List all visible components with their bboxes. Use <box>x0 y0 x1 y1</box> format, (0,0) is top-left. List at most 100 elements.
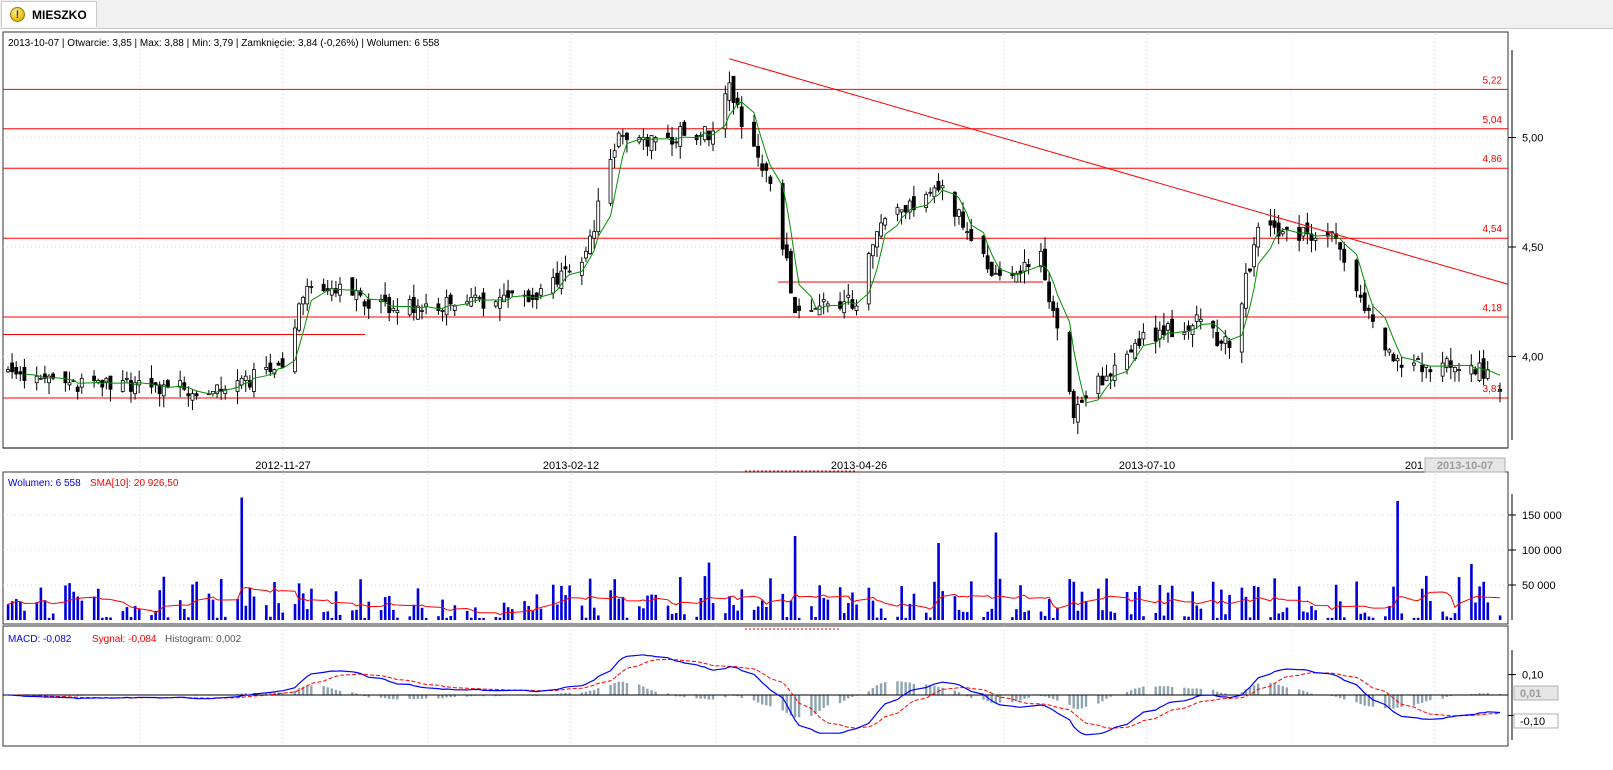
volume-bar <box>847 603 850 620</box>
volume-bar <box>1072 581 1076 620</box>
volume-bar <box>236 598 239 620</box>
histogram-bar <box>1240 692 1243 695</box>
volume-bar <box>453 605 457 620</box>
candle-body <box>1239 303 1244 353</box>
volume-bar <box>703 576 707 620</box>
volume-bar <box>1047 598 1051 620</box>
candle-body <box>297 303 301 331</box>
volume-bar <box>1109 611 1113 620</box>
volume-bar <box>1043 615 1047 620</box>
histogram-bar <box>367 695 370 698</box>
candle-body <box>305 285 310 305</box>
candle-body <box>911 196 916 211</box>
histogram-bar <box>1359 695 1362 705</box>
candle-body <box>1428 369 1433 373</box>
candle-body <box>420 310 424 312</box>
histogram-bar <box>1388 695 1391 709</box>
histogram-bar <box>883 682 887 695</box>
histogram-bar <box>334 689 338 695</box>
volume-bar <box>900 585 903 620</box>
volume-bar <box>736 610 740 620</box>
volume-bar <box>1330 617 1334 620</box>
volume-bar <box>1129 614 1133 620</box>
candle-body <box>1129 349 1133 353</box>
candle-body <box>440 310 445 312</box>
candle-body <box>1334 233 1338 239</box>
macd-y-tick-label: -0,10 <box>1520 716 1545 728</box>
candle-body <box>674 141 679 144</box>
candle-body <box>1448 360 1453 368</box>
candle-body <box>1067 331 1072 392</box>
histogram-bar <box>469 695 473 697</box>
candle-body <box>989 261 994 276</box>
candle-body <box>1104 375 1109 381</box>
volume-bar <box>224 616 227 620</box>
histogram-bar <box>879 683 883 695</box>
volume-bar <box>277 603 280 620</box>
volume-bar <box>683 614 686 620</box>
volume-bar <box>23 610 26 620</box>
volume-bar <box>1400 613 1404 620</box>
price-y-tick-label: 4,00 <box>1522 351 1543 363</box>
histogram-bar <box>666 693 670 695</box>
tab-mieszko[interactable]: ! MIESZKO <box>1 1 97 27</box>
histogram-bar <box>1191 688 1194 695</box>
histogram-bar <box>420 695 424 699</box>
volume-bar <box>965 612 969 620</box>
histogram-bar <box>699 695 702 699</box>
candle-body <box>280 358 285 368</box>
volume-bar <box>379 610 383 620</box>
volume-bar <box>879 608 883 620</box>
candle-body <box>1416 358 1420 361</box>
volume-bar <box>1183 616 1186 620</box>
volume-bar <box>392 609 395 620</box>
volume-bar <box>183 608 186 620</box>
candle-body <box>252 369 256 392</box>
histogram-bar <box>638 684 641 695</box>
volume-bar <box>867 587 871 620</box>
candle-body <box>1391 353 1396 362</box>
histogram-bar <box>1105 695 1108 699</box>
candle-body <box>1387 349 1392 353</box>
candle-body <box>1051 301 1056 311</box>
candle-body <box>1043 248 1047 281</box>
histogram-bar <box>1248 687 1252 695</box>
histogram-bar <box>1097 695 1100 704</box>
candle-body <box>182 382 187 390</box>
histogram-bar <box>765 695 768 706</box>
histogram-bar <box>379 695 383 698</box>
volume-bar <box>47 617 51 620</box>
chart-area[interactable]: 5,22 5,04 4,86 4,54 4,18 3,81 2013-10-07 | Ot… <box>0 28 1613 770</box>
candle-body <box>1473 369 1478 375</box>
candle-body <box>596 200 601 233</box>
candle-body <box>903 205 908 213</box>
histogram-bar <box>568 692 571 695</box>
candle-body <box>243 375 248 381</box>
volume-bar <box>588 578 592 620</box>
histogram-bar <box>1273 683 1276 695</box>
histogram-bar <box>1170 687 1174 695</box>
histogram-bar <box>711 695 715 700</box>
candle-body <box>67 382 72 386</box>
trendline[interactable] <box>729 58 1509 285</box>
volume-bar <box>1449 617 1453 620</box>
candle-body <box>161 384 166 397</box>
histogram-bar <box>1211 689 1215 695</box>
histogram-bar <box>1101 695 1104 702</box>
volume-bar <box>531 611 535 620</box>
volume-bar <box>1113 612 1117 620</box>
histogram-bar <box>970 695 973 698</box>
candle-body <box>588 235 592 254</box>
volume-bar <box>961 611 965 620</box>
histogram-bar <box>494 695 497 697</box>
level-label: 4,86 <box>1483 154 1503 165</box>
candle-body <box>47 375 51 384</box>
volume-bar <box>994 532 998 620</box>
candle-body <box>534 292 539 300</box>
histogram-bar <box>564 692 567 695</box>
macd-y-tick-label: 0,10 <box>1522 670 1543 682</box>
volume-bar <box>92 596 96 620</box>
price-pane-frame <box>2 31 1509 449</box>
volume-bar <box>367 601 371 620</box>
volume-bar <box>1154 613 1158 620</box>
